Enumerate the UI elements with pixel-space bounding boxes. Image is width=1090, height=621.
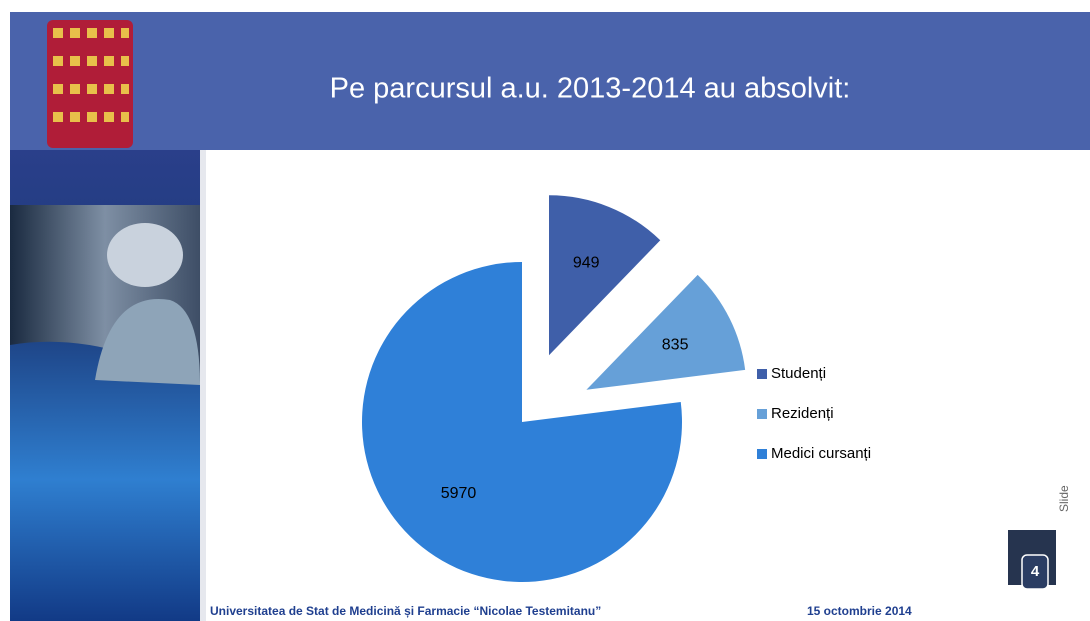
value-label: 835 (662, 337, 689, 354)
value-label: 949 (573, 255, 600, 272)
legend-swatch (757, 449, 767, 459)
legend-label: Studenți (771, 365, 826, 382)
footer-institution: Universitatea de Stat de Medicină și Far… (210, 604, 601, 618)
legend-label: Medici cursanți (771, 445, 871, 462)
logo (47, 20, 133, 148)
pie-slice (549, 195, 661, 356)
slide-number: 4 (1031, 563, 1040, 580)
legend-swatch (757, 369, 767, 379)
slide-label: Slide (1057, 485, 1071, 512)
legend-swatch (757, 409, 767, 419)
photo-figure (95, 299, 200, 385)
photo-figure (107, 223, 183, 287)
pie-slice (362, 262, 682, 582)
footer-date: 15 octombrie 2014 (807, 604, 912, 618)
slide-title: Pe parcursul a.u. 2013-2014 au absolvit: (330, 73, 851, 105)
pie-slice (586, 274, 746, 390)
divider (200, 150, 206, 621)
value-label: 5970 (441, 485, 477, 502)
legend-label: Rezidenți (771, 405, 834, 422)
header-band (10, 12, 1090, 150)
slide-number-box (1021, 554, 1049, 590)
